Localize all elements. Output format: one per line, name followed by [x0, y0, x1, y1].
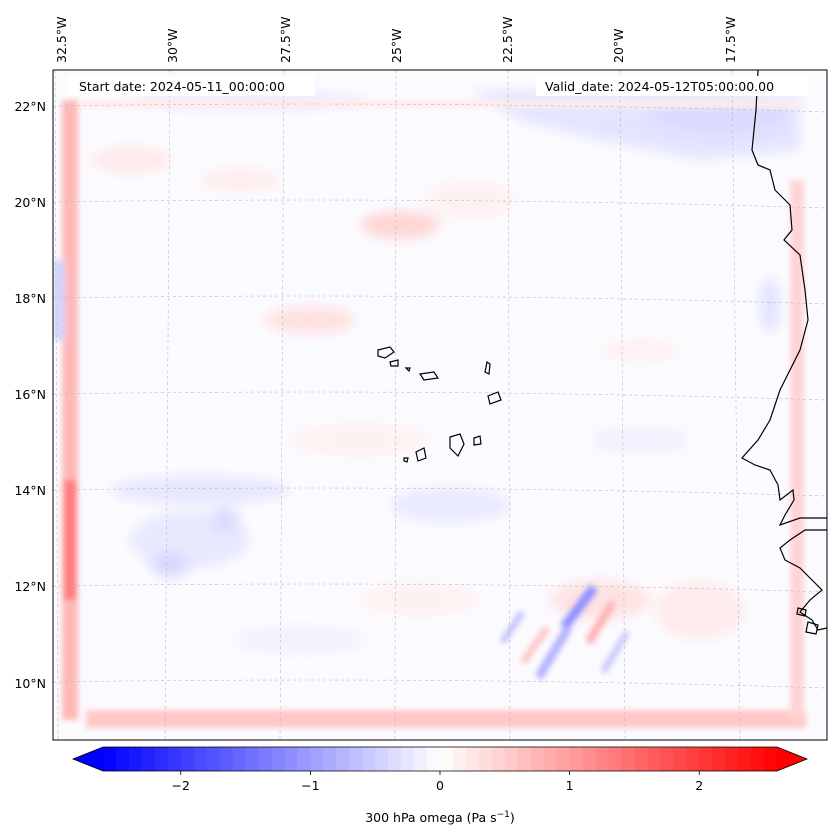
- lon-label-30w: 30°W: [165, 28, 180, 63]
- colorbar-swatch: [751, 747, 765, 771]
- map-panel: Start date: 2024-05-11_00:00:00 Valid_da…: [52, 69, 828, 741]
- valid-date-annotation: Valid_date: 2024-05-12T05:00:00.00: [536, 76, 808, 96]
- colorbar-swatch: [491, 747, 506, 771]
- lat-label-20n: 20°N: [14, 195, 46, 210]
- colorbar-swatch: [375, 747, 389, 771]
- colorbar-swatch: [452, 747, 467, 771]
- colorbar-swatch: [440, 747, 454, 771]
- colorbar-swatch: [414, 747, 428, 771]
- colorbar-swatch: [258, 747, 273, 771]
- colorbar-swatch: [699, 747, 713, 771]
- colorbar-swatch: [608, 747, 623, 771]
- colorbar-swatch: [634, 747, 648, 771]
- lon-label-20w: 20°W: [611, 28, 626, 63]
- lat-label-18n: 18°N: [14, 291, 46, 306]
- start-date-text: Start date: 2024-05-11_00:00:00: [79, 79, 285, 94]
- colorbar-swatch: [569, 747, 584, 771]
- colorbar-swatch: [206, 747, 221, 771]
- omega-field: [53, 70, 827, 740]
- colorbar-swatch: [621, 747, 636, 771]
- colorbar-swatch: [349, 747, 363, 771]
- colorbar-swatch: [478, 747, 493, 771]
- africa-coastline: [741, 70, 827, 527]
- colorbar-swatch: [556, 747, 571, 771]
- colorbar-ticks: −2 −1 0 1 2: [172, 771, 703, 793]
- colorbar-swatch: [115, 747, 130, 771]
- colorbar-swatch: [310, 747, 324, 771]
- colorbar-swatch: [647, 747, 661, 771]
- colorbar-swatch: [271, 747, 286, 771]
- lat-label-14n: 14°N: [14, 483, 46, 498]
- colorbar-swatch: [465, 747, 480, 771]
- colorbar-swatch: [504, 747, 519, 771]
- colorbar-swatches: [103, 747, 778, 771]
- colorbar-swatch: [103, 747, 117, 771]
- colorbar-swatch: [725, 747, 739, 771]
- colorbar-swatch: [738, 747, 752, 771]
- colorbar-swatch: [336, 747, 350, 771]
- colorbar-swatch: [764, 747, 778, 771]
- lat-label-16n: 16°N: [14, 387, 46, 402]
- colorbar-swatch: [128, 747, 143, 771]
- lon-label-32-5w: 32.5°W: [54, 17, 69, 63]
- graticule: [53, 70, 827, 740]
- colorbar-tick-label: −2: [172, 778, 190, 793]
- colorbar-extend-low: [73, 747, 103, 771]
- cape-verde-islands: [377, 346, 502, 463]
- colorbar-label-exponent: −1: [497, 810, 510, 820]
- colorbar-tick-label: 2: [695, 778, 703, 793]
- lat-label-10n: 10°N: [14, 676, 46, 691]
- lon-label-25w: 25°W: [389, 28, 404, 63]
- colorbar-swatch: [323, 747, 337, 771]
- coastline: [741, 70, 827, 635]
- colorbar-tick-label: 1: [566, 778, 574, 793]
- colorbar-swatch: [388, 747, 402, 771]
- lat-label-22n: 22°N: [14, 99, 46, 114]
- lon-label-27-5w: 27.5°W: [278, 17, 293, 63]
- colorbar-swatch: [167, 747, 182, 771]
- colorbar-swatch: [660, 747, 674, 771]
- map-frame: [52, 69, 828, 741]
- lat-label-12n: 12°N: [14, 579, 46, 594]
- colorbar-swatch: [141, 747, 156, 771]
- colorbar: −2 −1 0 1 2 300 hPa omega (Pa s−1): [71, 746, 809, 825]
- lon-label-17-5w: 17.5°W: [723, 17, 738, 63]
- colorbar-swatch: [595, 747, 610, 771]
- colorbar-label: 300 hPa omega (Pa s−1): [365, 810, 515, 825]
- colorbar-swatch: [582, 747, 597, 771]
- colorbar-swatch: [232, 747, 247, 771]
- colorbar-swatch: [297, 747, 311, 771]
- colorbar-swatch: [427, 747, 441, 771]
- colorbar-label-main: 300 hPa omega (Pa s: [365, 810, 496, 825]
- colorbar-swatch: [154, 747, 169, 771]
- colorbar-swatch: [284, 747, 299, 771]
- colorbar-extend-high: [777, 747, 807, 771]
- longitude-labels: 32.5°W 30°W 27.5°W 25°W 22.5°W 20°W 17.5…: [54, 17, 738, 63]
- colorbar-swatch: [219, 747, 234, 771]
- colorbar-swatch: [686, 747, 700, 771]
- colorbar-label-close: ): [510, 810, 515, 825]
- colorbar-swatch: [245, 747, 260, 771]
- colorbar-swatch: [180, 747, 195, 771]
- colorbar-swatch: [712, 747, 726, 771]
- bissau-islands: [796, 607, 819, 635]
- latitude-labels: 22°N 20°N 18°N 16°N 14°N 12°N 10°N: [14, 99, 46, 691]
- colorbar-tick-label: −1: [301, 778, 319, 793]
- lon-label-22-5w: 22.5°W: [500, 17, 515, 63]
- colorbar-tick-label: 0: [436, 778, 444, 793]
- colorbar-swatch: [543, 747, 558, 771]
- colorbar-swatch: [530, 747, 545, 771]
- colorbar-swatch: [401, 747, 415, 771]
- colorbar-swatch: [517, 747, 532, 771]
- valid-date-text: Valid_date: 2024-05-12T05:00:00.00: [545, 79, 774, 94]
- colorbar-outline: [71, 746, 809, 772]
- guinea-coastline: [779, 529, 827, 631]
- colorbar-swatch: [673, 747, 687, 771]
- start-date-annotation: Start date: 2024-05-11_00:00:00: [68, 76, 315, 96]
- colorbar-swatch: [193, 747, 208, 771]
- colorbar-swatch: [362, 747, 376, 771]
